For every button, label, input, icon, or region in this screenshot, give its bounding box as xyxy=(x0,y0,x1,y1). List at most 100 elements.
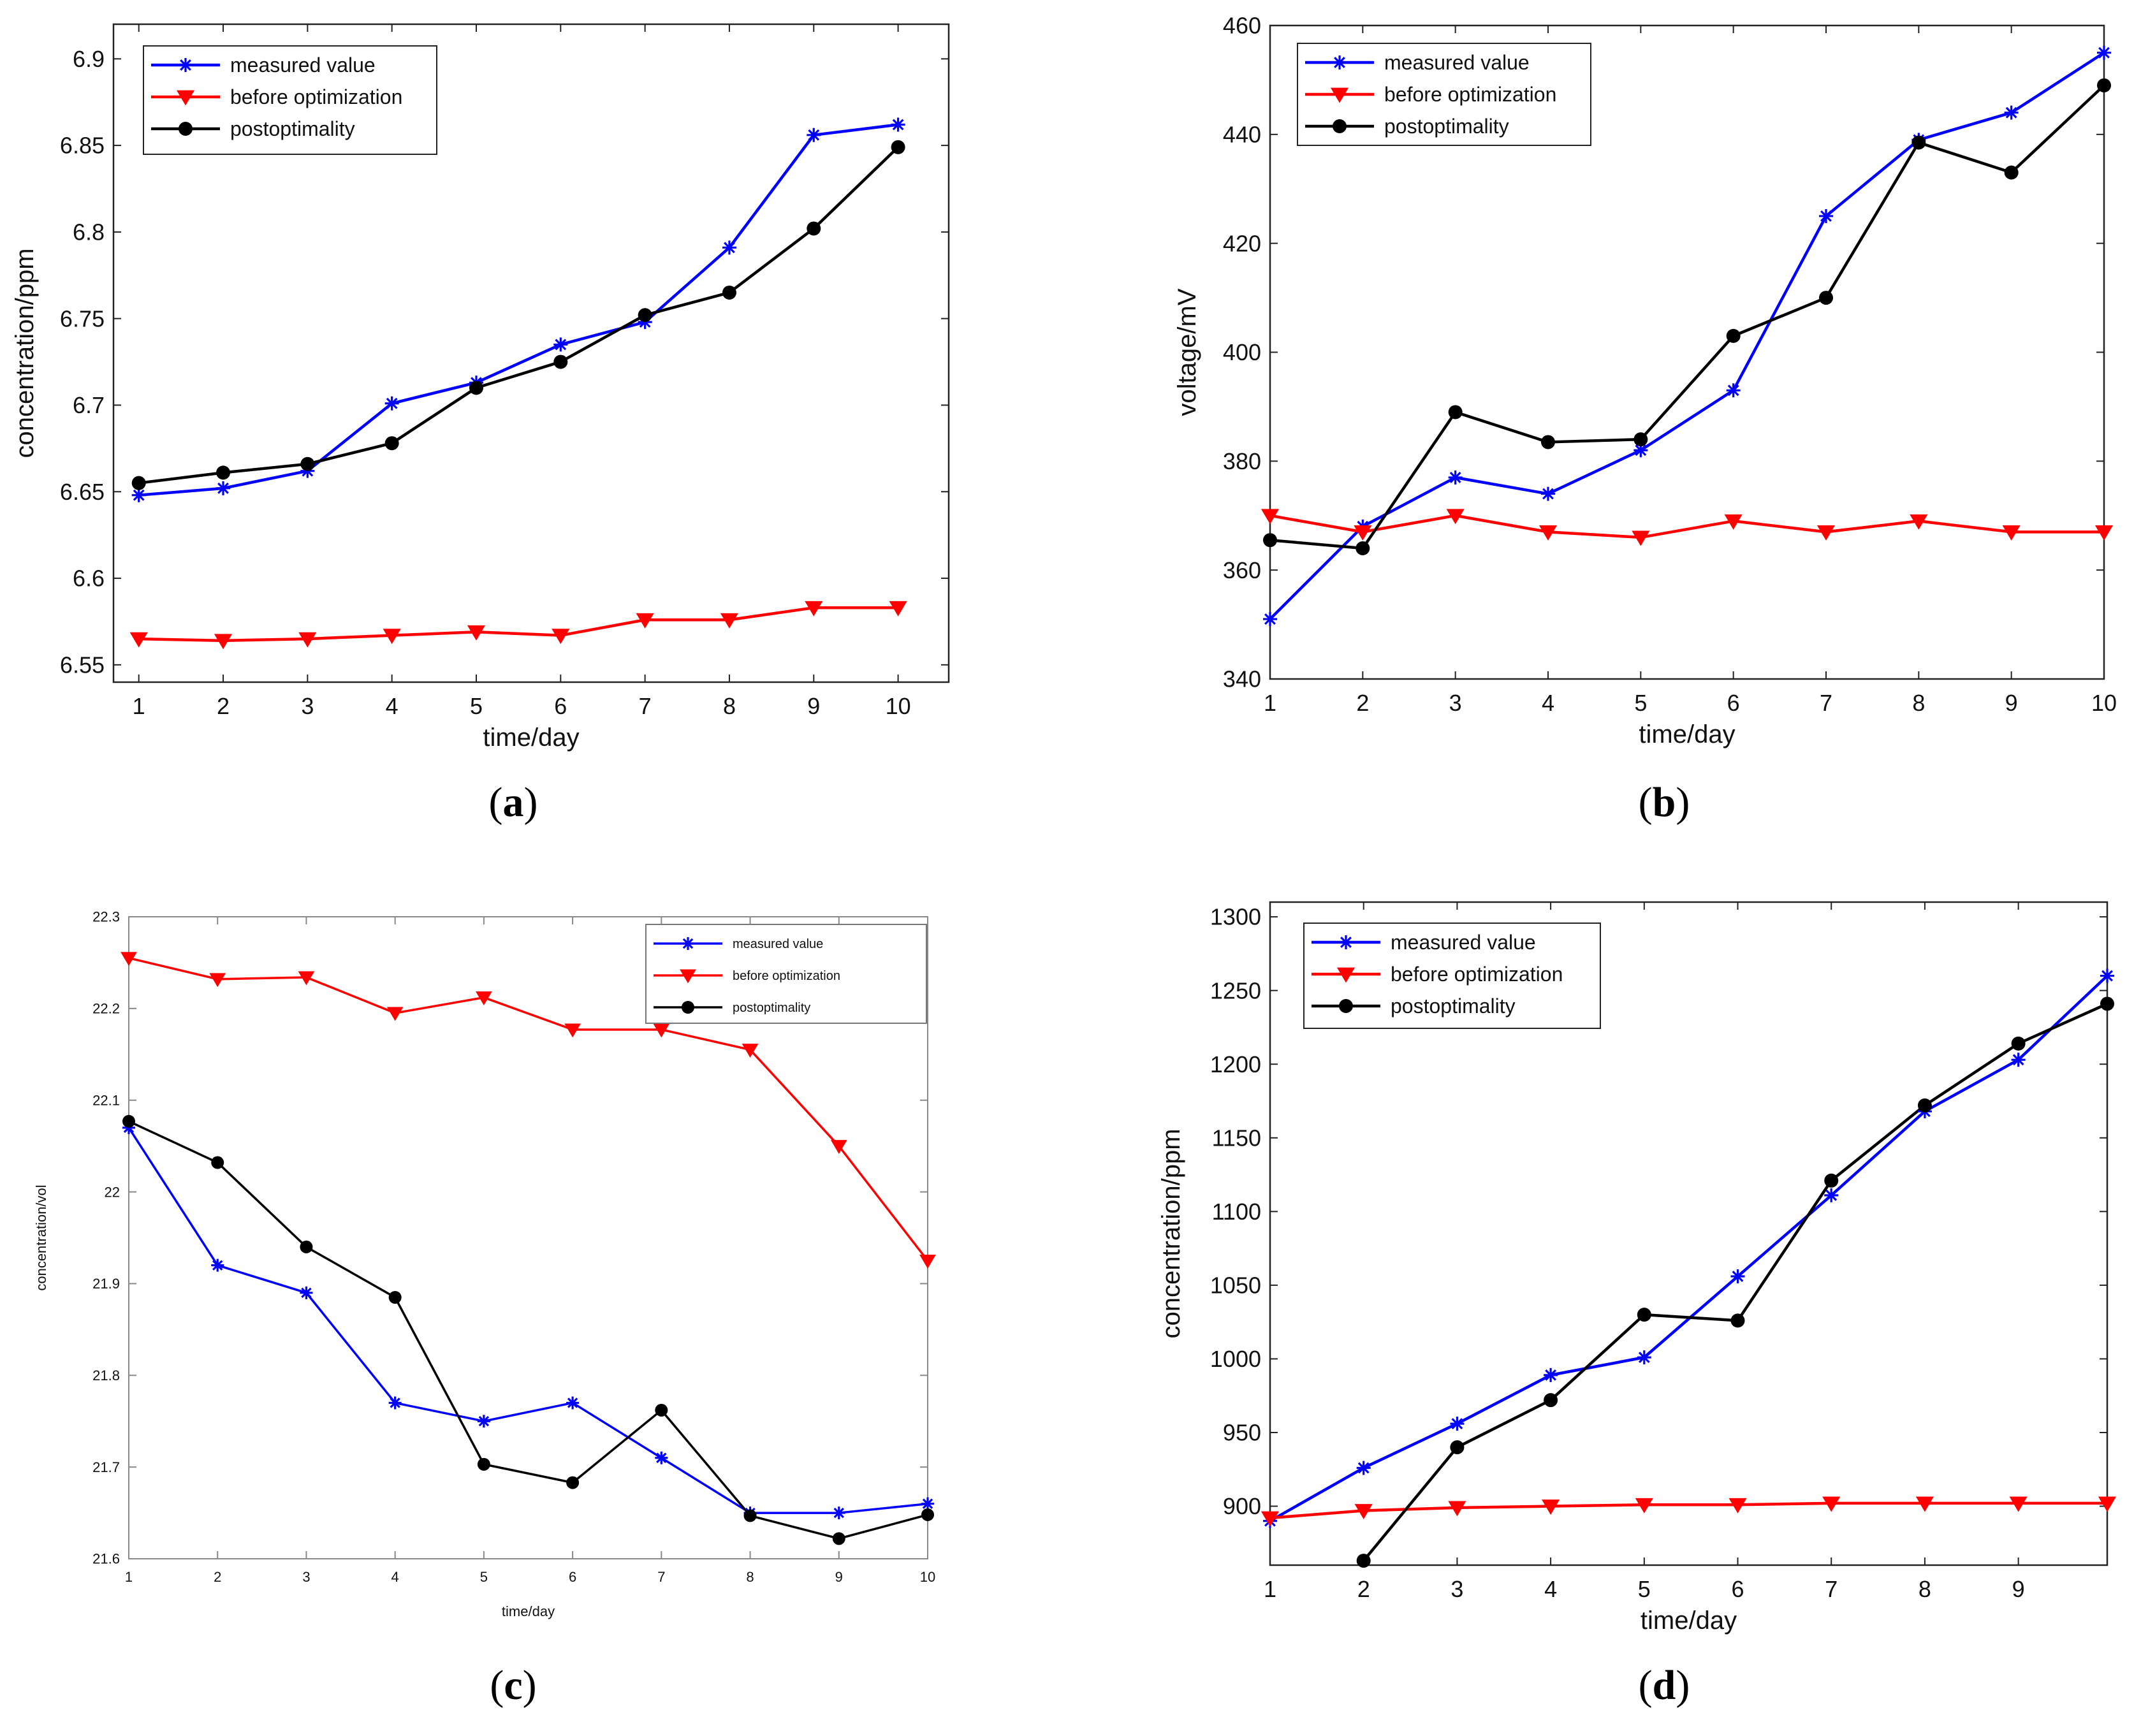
data-point xyxy=(121,952,137,966)
x-tick-label: 1 xyxy=(1264,1576,1276,1602)
data-point xyxy=(131,488,146,502)
data-point xyxy=(566,1396,580,1410)
data-point xyxy=(1635,1498,1653,1514)
legend-marker xyxy=(1339,935,1353,949)
data-point xyxy=(1448,405,1463,419)
data-point xyxy=(552,629,570,645)
x-tick-label: 4 xyxy=(1542,690,1554,716)
data-point xyxy=(388,1396,402,1410)
data-point xyxy=(2094,525,2114,541)
x-tick-label: 7 xyxy=(1825,1576,1838,1602)
data-point xyxy=(891,140,905,154)
data-point xyxy=(1910,514,1928,530)
x-tick-label: 8 xyxy=(1912,690,1925,716)
y-tick-label: 21.6 xyxy=(92,1551,120,1567)
x-tick-label: 1 xyxy=(1264,690,1276,716)
data-point xyxy=(1356,1461,1371,1475)
legend-marker xyxy=(179,122,193,136)
data-point xyxy=(743,1509,757,1522)
legend: measured value before optimization postopt… xyxy=(645,924,927,1024)
data-point xyxy=(477,1457,490,1471)
data-point xyxy=(1448,470,1463,485)
data-point xyxy=(1356,1554,1371,1568)
x-tick-label: 10 xyxy=(886,693,911,719)
y-tick-label: 340 xyxy=(1223,666,1261,692)
legend-label: postoptimality xyxy=(230,117,355,140)
data-point xyxy=(469,381,483,395)
data-point xyxy=(1538,525,1558,541)
x-tick-label: 9 xyxy=(2005,690,2018,716)
legend-label: measured value xyxy=(230,54,376,77)
data-point xyxy=(122,1121,135,1134)
data-point xyxy=(477,1415,490,1428)
y-axis-label: voltage/mV xyxy=(1173,288,1201,416)
legend-box xyxy=(1303,923,1601,1029)
x-tick-label: 1 xyxy=(133,693,145,719)
series-line-3 xyxy=(1270,84,2104,550)
x-tick-label: 5 xyxy=(470,693,483,719)
data-point xyxy=(1822,1496,1841,1512)
y-tick-label: 6.85 xyxy=(60,133,105,159)
legend-label: measured value xyxy=(1384,51,1530,74)
data-point xyxy=(720,613,739,629)
data-point xyxy=(467,625,486,641)
data-point xyxy=(1263,612,1277,627)
x-tick-label: 10 xyxy=(920,1569,935,1585)
x-tick-label: 6 xyxy=(569,1569,576,1585)
legend-marker xyxy=(1336,967,1356,983)
legend-label: before optimization xyxy=(733,969,840,983)
data-point xyxy=(1917,1098,1932,1112)
data-point xyxy=(122,1114,135,1128)
series-line-1 xyxy=(1270,51,2104,620)
y-axis-label: concentration/vol xyxy=(33,1185,49,1290)
series-line-1 xyxy=(1270,974,2107,1522)
data-point xyxy=(1726,328,1741,343)
data-point xyxy=(564,1023,581,1038)
series-line-2 xyxy=(1270,1501,2107,1520)
data-point xyxy=(211,1156,224,1169)
data-point xyxy=(386,1007,404,1021)
x-tick-label: 2 xyxy=(1356,690,1369,716)
legend-marker xyxy=(682,937,694,950)
x-tick-label: 4 xyxy=(386,693,398,719)
data-point xyxy=(2002,525,2021,541)
legend-label: measured value xyxy=(733,937,823,951)
y-tick-label: 460 xyxy=(1223,13,1261,39)
plot-area xyxy=(128,916,928,1559)
y-tick-label: 22.2 xyxy=(92,1001,120,1017)
x-tick-label: 6 xyxy=(1732,1576,1744,1602)
legend-marker xyxy=(179,58,193,72)
x-tick-label: 3 xyxy=(302,1569,310,1585)
x-tick-label: 9 xyxy=(835,1569,843,1585)
data-point xyxy=(1354,525,1372,541)
series-line-2 xyxy=(138,606,898,643)
data-point xyxy=(209,973,226,988)
y-tick-label: 360 xyxy=(1223,557,1261,583)
legend-label: postoptimality xyxy=(1391,995,1516,1018)
data-point xyxy=(636,613,654,629)
series-line-1 xyxy=(138,123,898,497)
y-tick-label: 6.55 xyxy=(60,652,105,678)
x-tick-label: 9 xyxy=(2012,1576,2025,1602)
y-tick-label: 6.65 xyxy=(60,479,105,505)
data-point xyxy=(1450,1417,1465,1431)
data-point xyxy=(1637,1308,1651,1322)
data-point xyxy=(384,396,399,411)
legend-marker xyxy=(1339,999,1353,1013)
data-point xyxy=(384,436,399,451)
data-point xyxy=(476,991,492,1005)
data-point xyxy=(1816,525,1836,541)
y-tick-label: 6.75 xyxy=(60,305,105,332)
data-point xyxy=(2100,996,2114,1011)
panel-caption: (d) xyxy=(1639,1662,1690,1709)
y-tick-label: 22 xyxy=(105,1184,120,1200)
y-tick-label: 1200 xyxy=(1210,1051,1261,1077)
y-tick-label: 1050 xyxy=(1210,1272,1261,1298)
data-point xyxy=(1542,1499,1560,1515)
data-point xyxy=(300,456,315,471)
data-point xyxy=(722,285,736,300)
plot-area xyxy=(1269,901,2108,1566)
legend: measured value before optimization postopt… xyxy=(1297,43,1591,146)
data-point xyxy=(1819,208,1833,223)
x-tick-label: 8 xyxy=(746,1569,754,1585)
